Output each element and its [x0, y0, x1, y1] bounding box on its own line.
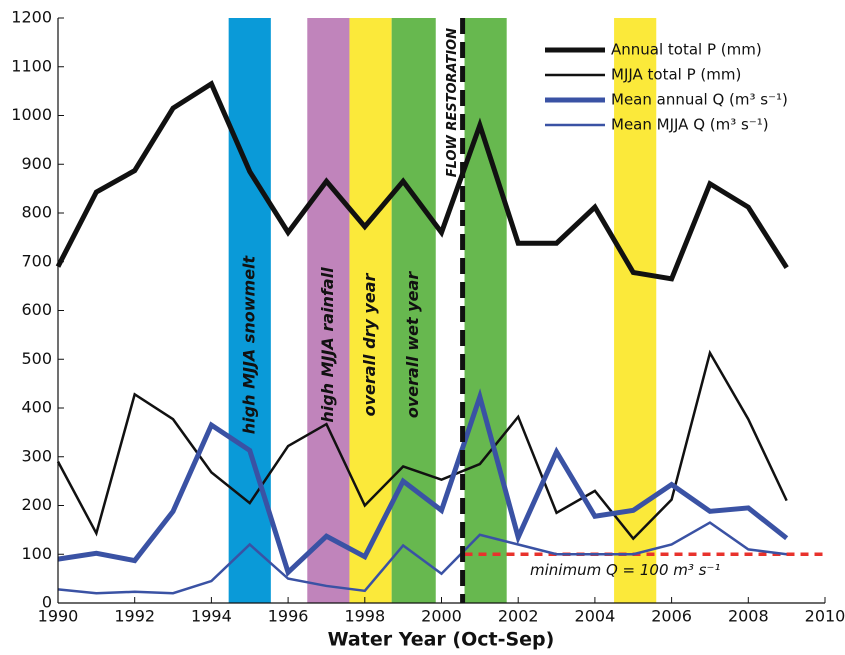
y-tick-label: 800 — [21, 203, 52, 222]
x-tick-label: 1992 — [114, 607, 155, 626]
x-tick-label: 2006 — [651, 607, 692, 626]
highlight-band — [228, 18, 271, 603]
x-tick-label: 1990 — [38, 607, 79, 626]
band-label: high MJJA rainfall — [318, 267, 337, 423]
band-label: high MJJA snowmelt — [239, 254, 258, 434]
x-tick-label: 1998 — [344, 607, 385, 626]
x-tick-label: 1996 — [268, 607, 309, 626]
y-tick-label: 1000 — [11, 105, 52, 124]
highlight-band — [349, 18, 392, 603]
y-tick-label: 1100 — [11, 56, 52, 75]
legend-label: MJJA total P (mm) — [611, 66, 741, 84]
legend-label: Mean MJJA Q (m³ s⁻¹) — [611, 116, 769, 134]
y-tick-label: 500 — [21, 349, 52, 368]
x-tick-label: 1994 — [191, 607, 232, 626]
legend-label: Annual total P (mm) — [611, 41, 762, 59]
series-line — [56, 349, 788, 541]
series-line — [57, 521, 787, 595]
series-line — [57, 388, 789, 577]
y-tick-label: 100 — [21, 544, 52, 563]
y-tick-label: 1200 — [11, 8, 52, 27]
y-tick-label: 700 — [21, 251, 52, 270]
threshold-label: minimum Q = 100 m³ s⁻¹ — [530, 561, 720, 579]
y-tick-label: 900 — [21, 154, 52, 173]
x-tick-label: 2010 — [805, 607, 845, 626]
x-tick-label: 2008 — [728, 607, 769, 626]
band-label: overall wet year — [403, 271, 422, 418]
flow-restoration-label: FLOW RESTORATION — [445, 28, 460, 177]
legend-label: Mean annual Q (m³ s⁻¹) — [611, 91, 788, 109]
highlight-band — [464, 18, 507, 603]
highlight-band — [307, 18, 350, 603]
highlight-band — [391, 18, 436, 603]
highlight-band — [614, 18, 657, 603]
y-tick-label: 0 — [42, 593, 52, 612]
x-tick-label: 2000 — [421, 607, 462, 626]
y-tick-label: 200 — [21, 495, 52, 514]
x-tick-label: 2004 — [575, 607, 616, 626]
y-tick-label: 600 — [21, 300, 52, 319]
series-line — [55, 80, 789, 282]
x-tick-label: 2002 — [498, 607, 539, 626]
band-label: overall dry year — [360, 272, 379, 416]
y-tick-label: 300 — [21, 446, 52, 465]
x-axis-label: Water Year (Oct-Sep) — [328, 629, 555, 651]
y-tick-label: 400 — [21, 398, 52, 417]
